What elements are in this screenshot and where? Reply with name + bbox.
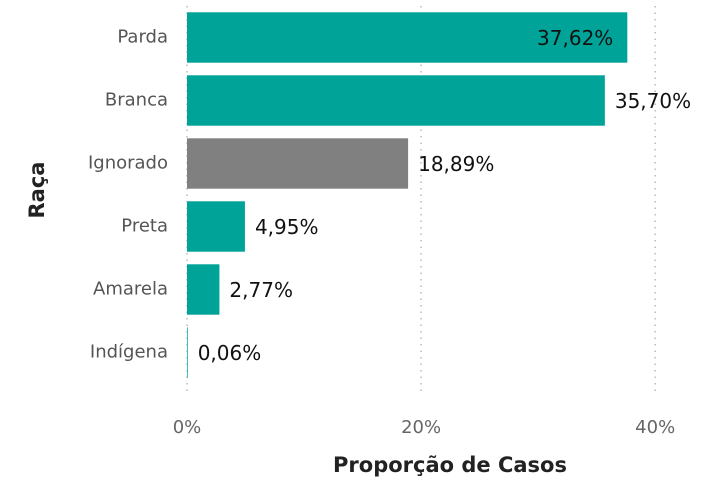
value-label: 18,89% xyxy=(418,152,494,176)
value-label: 4,95% xyxy=(255,215,319,239)
bar xyxy=(187,264,220,315)
y-tick-label: Amarela xyxy=(93,279,168,300)
y-tick-label: Ignorado xyxy=(88,153,168,174)
y-tick-label: Parda xyxy=(117,27,168,48)
y-tick-label: Branca xyxy=(105,90,168,111)
value-label: 37,62% xyxy=(537,26,613,50)
value-label: 35,70% xyxy=(615,89,691,113)
x-tick-label: 40% xyxy=(635,417,675,438)
y-tick-label: Preta xyxy=(121,216,168,237)
value-label: 0,06% xyxy=(198,341,262,365)
x-axis-title: Proporção de Casos xyxy=(333,453,567,477)
x-tick-label: 0% xyxy=(173,417,202,438)
bar xyxy=(187,75,605,126)
bar xyxy=(187,201,245,252)
bar xyxy=(187,327,188,378)
y-tick-label: Indígena xyxy=(90,342,168,363)
bar xyxy=(187,12,628,63)
x-tick-label: 20% xyxy=(401,417,441,438)
y-axis-title: Raça xyxy=(25,162,49,219)
value-label: 2,77% xyxy=(229,278,293,302)
bar xyxy=(187,138,409,189)
